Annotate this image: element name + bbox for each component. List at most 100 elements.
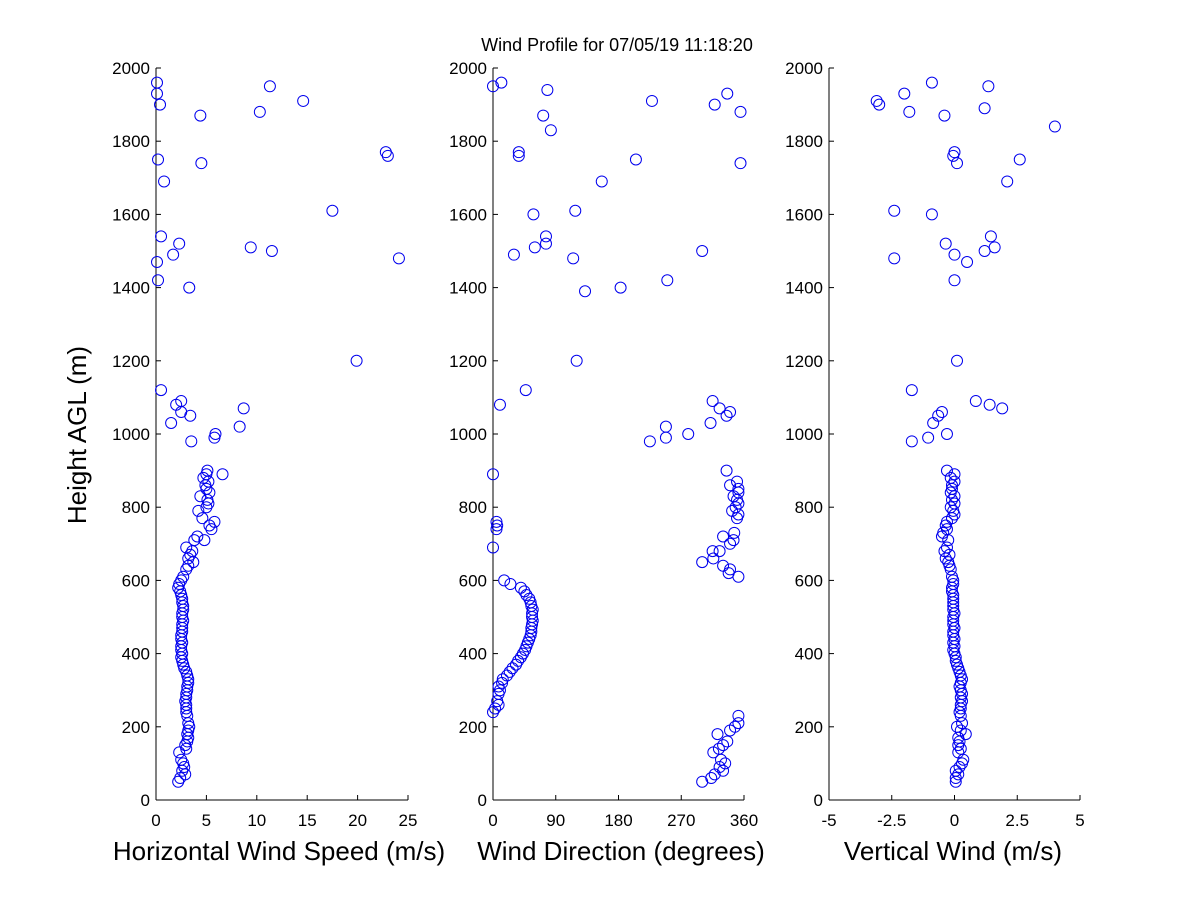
data-point [629,153,642,166]
data-point [940,464,953,477]
y-tick-label: 1200 [112,352,150,371]
y-axis-label: Height AGL (m) [62,346,92,524]
data-point [696,245,709,257]
data-point [614,281,627,294]
y-tick-label: 1200 [785,352,823,371]
data-point [721,735,734,748]
data-point [905,384,918,397]
data-point [495,76,508,89]
data-point [945,493,958,506]
data-point [197,471,210,484]
data-point [925,76,938,89]
data-point [151,255,164,268]
y-tick-label: 600 [122,571,150,590]
data-point [988,241,1001,254]
data-point [569,204,582,217]
data-point [942,556,955,569]
y-tick-label: 1400 [449,279,487,298]
data-point [888,252,901,265]
data-point [379,146,392,159]
data-point [705,772,718,785]
data-point [172,581,185,594]
data-point [539,237,552,250]
data-point [195,157,208,170]
data-point [201,493,214,506]
data-point [175,406,188,419]
data-point [732,508,745,521]
data-point [201,464,214,477]
data-point [194,109,207,122]
data-point [253,105,266,118]
data-point [721,87,734,100]
x-tick-label: 180 [604,811,632,830]
x-tick-label: -2.5 [877,811,906,830]
data-point [945,479,958,492]
data-point [724,479,737,492]
data-point [696,556,709,569]
data-point [567,252,580,265]
data-point [155,384,168,397]
data-point [713,402,726,415]
data-point [732,482,745,495]
data-point [732,717,745,730]
data-point [175,589,188,602]
data-point [185,435,198,448]
y-tick-label: 600 [795,571,823,590]
data-point [948,248,961,261]
data-point [643,435,656,448]
data-point [707,552,720,565]
data-point [265,245,278,257]
data-point [490,523,503,536]
x-tick-label: 20 [348,811,367,830]
data-point [519,384,532,397]
data-point [996,402,1009,415]
data-point [947,504,960,517]
y-tick-label: 2000 [112,59,150,78]
data-point [525,600,538,613]
data-point [491,519,504,532]
data-point [175,395,188,408]
data-point [496,673,509,686]
y-tick-label: 800 [122,498,150,517]
data-point [953,761,966,774]
data-point [198,534,211,547]
data-point [493,398,506,411]
data-point [183,281,196,294]
y-tick-label: 1000 [112,425,150,444]
y-tick-label: 0 [141,791,150,810]
data-point [870,94,883,107]
data-point [898,87,911,100]
data-point [704,417,717,430]
y-tick-label: 800 [795,498,823,517]
data-point [659,431,672,444]
data-point [682,428,695,440]
data-point [180,541,193,554]
data-point [155,230,168,243]
data-point [706,545,719,558]
data-point [579,285,592,298]
data-point [1001,175,1014,188]
data-point [905,435,918,448]
y-tick-label: 0 [478,791,487,810]
x-tick-label: 0 [488,811,497,830]
y-tick-label: 1800 [785,132,823,151]
data-point [937,526,950,539]
data-point [528,241,541,254]
y-tick-label: 1600 [112,205,150,224]
y-tick-label: 600 [459,571,487,590]
x-axis-label: Wind Direction (degrees) [477,836,765,866]
y-tick-label: 1000 [785,425,823,444]
data-point [177,658,190,671]
data-point [903,105,916,118]
y-tick-label: 1200 [449,352,487,371]
data-point [158,175,171,188]
panel-3: 0 200 400 600 800 1000 1200 1400 1600 1800 2000 -5 -… [785,59,1085,866]
data-point [939,237,952,250]
data-point [512,146,525,159]
data-point [940,541,953,554]
data-point [659,420,672,433]
data-point [948,475,961,488]
data-point [925,208,938,221]
x-tick-label: 15 [298,811,317,830]
